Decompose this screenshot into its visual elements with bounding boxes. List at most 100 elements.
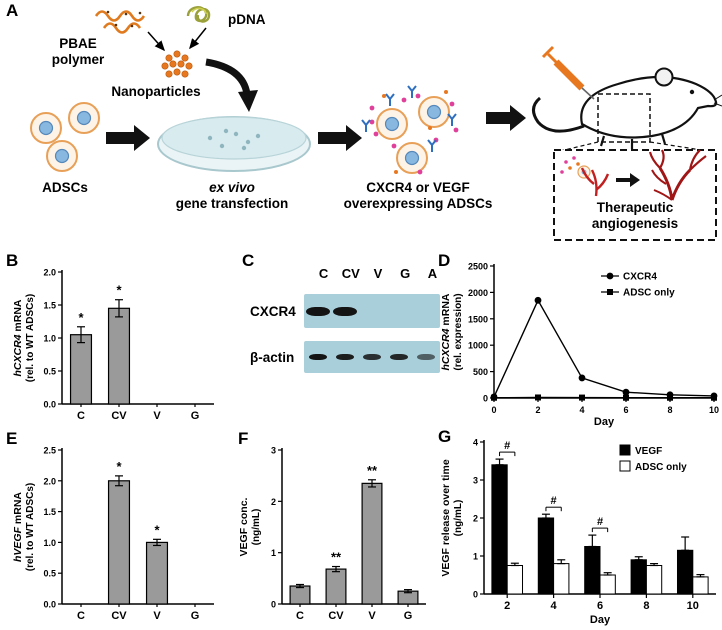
receptor-icon — [361, 85, 457, 152]
svg-text:VEGF release over time: VEGF release over time — [440, 459, 452, 576]
svg-text:6: 6 — [597, 600, 603, 612]
blot-lane-label: G — [400, 266, 411, 281]
svg-text:0: 0 — [491, 405, 496, 415]
svg-text:#: # — [551, 495, 557, 507]
blot-lane-label: A — [427, 266, 438, 281]
svg-text:1.5: 1.5 — [43, 507, 56, 517]
blot-band — [417, 354, 436, 360]
transfection-label: ex vivo gene transfection — [160, 180, 304, 212]
svg-text:3: 3 — [271, 446, 276, 456]
adsc-cells-icon — [30, 102, 100, 172]
blot-lane-label: CV — [341, 266, 360, 281]
panel-e-label: E — [6, 429, 18, 448]
svg-text:*: * — [116, 459, 122, 474]
arrow-icon — [616, 173, 640, 187]
svg-text:0.5: 0.5 — [43, 569, 56, 579]
overexpressing-adscs-label: CXCR4 or VEGF overexpressing ADSCs — [343, 180, 493, 211]
svg-text:hCXCR4 mRNA: hCXCR4 mRNA — [440, 293, 452, 370]
vessel-tree-icon — [648, 149, 707, 201]
blot-strip — [304, 294, 440, 328]
panel-g: G 0 1 2 3 4 2 #4 #6 #8 10 VEGF ADSC only Day VEGF rel… — [432, 428, 722, 630]
svg-text:hVEGF mRNA: hVEGF mRNA — [12, 492, 24, 562]
svg-text:500: 500 — [473, 367, 488, 377]
svg-text:CXCR4: CXCR4 — [623, 272, 657, 283]
svg-text:*: * — [154, 522, 160, 537]
schematic-diagram — [30, 6, 722, 241]
small-vessel-icon — [580, 167, 610, 197]
zoom-region-box — [597, 93, 651, 143]
blot-protein-label: β-actin — [250, 349, 295, 365]
svg-text:ADSC only: ADSC only — [635, 462, 687, 473]
svg-text:8: 8 — [643, 600, 649, 612]
blot-band — [305, 306, 330, 316]
svg-text:2: 2 — [535, 405, 540, 415]
svg-text:0.0: 0.0 — [43, 600, 56, 610]
svg-text:4: 4 — [579, 405, 584, 415]
svg-text:2.5: 2.5 — [43, 446, 56, 456]
svg-text:G: G — [191, 610, 200, 622]
polymer-icon — [94, 10, 146, 34]
svg-text:V: V — [153, 610, 161, 622]
pdna-icon — [186, 6, 211, 23]
panel-c-label: C — [242, 251, 255, 270]
panel-g-label: G — [438, 427, 452, 446]
adscs-label: ADSCs — [42, 180, 88, 195]
svg-text:VEGF conc.: VEGF conc. — [238, 497, 250, 556]
blot-band — [390, 354, 409, 360]
svg-text:ADSC only: ADSC only — [623, 288, 675, 299]
transfected-cells-icon — [361, 85, 459, 175]
svg-text:(ng/mL): (ng/mL) — [453, 500, 464, 537]
arrow-icon — [189, 27, 207, 50]
svg-text:G: G — [404, 610, 413, 622]
svg-text:2: 2 — [504, 600, 510, 612]
svg-text:C: C — [77, 610, 85, 622]
svg-text:1000: 1000 — [468, 341, 488, 351]
arrow-icon — [106, 125, 150, 151]
arrow-icon — [486, 105, 526, 131]
petri-dish-icon — [157, 116, 311, 172]
blot-band — [308, 354, 327, 360]
svg-text:V: V — [153, 410, 161, 422]
pdna-label: pDNA — [228, 12, 266, 27]
svg-text:0: 0 — [473, 590, 478, 600]
panel-a: A PBAE polymer pDNA Nanoparticles ADSCs … — [0, 0, 722, 248]
nanoparticles-label: Nanoparticles — [111, 84, 201, 99]
svg-text:0: 0 — [483, 394, 488, 404]
blot-band — [335, 354, 354, 360]
svg-text:G: G — [191, 410, 200, 422]
svg-text:4: 4 — [473, 438, 478, 448]
transfection-line1: ex vivo — [209, 180, 255, 195]
svg-text:8: 8 — [667, 405, 672, 415]
svg-text:*: * — [116, 283, 122, 298]
nanoparticle-icon — [161, 50, 193, 78]
panel-b-label: B — [6, 251, 19, 270]
blot-band — [332, 306, 357, 316]
svg-text:*: * — [78, 310, 84, 325]
svg-text:1: 1 — [271, 548, 276, 558]
svg-text:6: 6 — [623, 405, 628, 415]
arrow-icon — [147, 31, 165, 52]
svg-text:0.0: 0.0 — [43, 400, 56, 410]
svg-text:(rel. expression): (rel. expression) — [453, 293, 464, 370]
svg-text:hCXCR4 mRNA: hCXCR4 mRNA — [12, 299, 24, 376]
chart-vegf-conc-bar: 0 1 2 3 C ** CV ** V G VEGF conc. (ng/mL) — [238, 446, 426, 622]
svg-text:#: # — [504, 440, 510, 452]
transfection-line2: gene transfection — [175, 195, 289, 211]
blot-row: CXCR4 — [250, 294, 450, 328]
svg-text:(rel. to WT ADSCs): (rel. to WT ADSCs) — [25, 294, 36, 383]
svg-text:2: 2 — [473, 514, 478, 524]
svg-text:3: 3 — [473, 476, 478, 486]
svg-text:**: ** — [367, 463, 378, 478]
arrow-icon — [318, 125, 362, 151]
svg-text:2.0: 2.0 — [43, 476, 56, 486]
svg-text:1: 1 — [473, 552, 478, 562]
blot-band — [363, 354, 381, 360]
panel-f: F 0 1 2 3 C ** CV ** V G VEGF conc. (ng/mL) — [228, 430, 432, 630]
svg-text:2: 2 — [271, 497, 276, 507]
svg-text:CV: CV — [328, 610, 344, 622]
particle-dots-icon — [369, 93, 459, 175]
